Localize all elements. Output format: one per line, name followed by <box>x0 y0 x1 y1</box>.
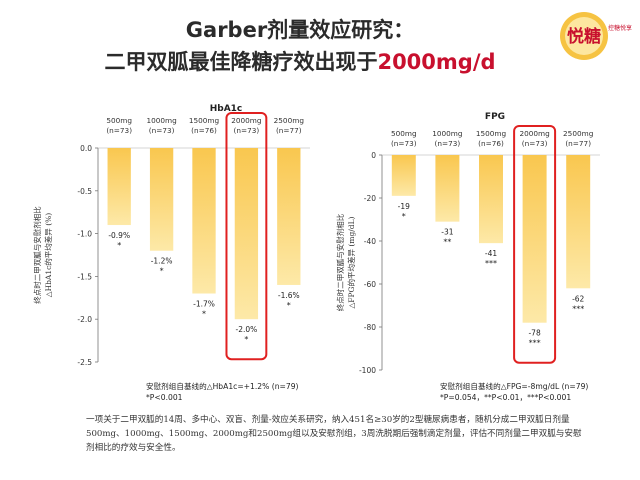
fpg-placebo-note: 安慰剂组自基线的△FPG=-8mg/dL (n=79) *P=0.054，**P… <box>440 381 588 403</box>
category-label: (n=73) <box>435 139 461 148</box>
bar <box>234 148 259 320</box>
fpg-note-line: *P=0.054，**P<0.01，***P<0.001 <box>440 393 572 402</box>
category-label: (n=73) <box>149 126 175 135</box>
significance-label: * <box>160 267 164 276</box>
significance-label: * <box>244 335 248 344</box>
y-tick-label: -1.5 <box>77 272 92 281</box>
slide-title-line2: 二甲双胍最佳降糖疗效出现于2000mg/d <box>40 46 560 76</box>
category-label: 1500mg <box>476 129 506 138</box>
study-footnote: 一项关于二甲双胍的14周、多中心、双盲、剂量-效应关系研究，纳入451名≥30岁… <box>86 415 582 453</box>
significance-label: * <box>202 310 206 319</box>
highlight-box <box>513 125 557 364</box>
category-label: 500mg <box>106 116 132 125</box>
y-tick-label: -60 <box>364 280 376 289</box>
y-tick-label: 0 <box>371 151 376 160</box>
value-label: -62 <box>572 294 584 303</box>
hba1c-note-line: 安慰剂组自基线的△HbA1c=+1.2% (n=79) <box>146 382 299 391</box>
category-label: 2000mg <box>519 129 549 138</box>
y-axis-label: △FPG的平均差异 (mg/dL) <box>346 216 356 308</box>
category-label: (n=77) <box>565 139 591 148</box>
y-tick-label: -2.0 <box>77 315 92 324</box>
value-label: -1.2% <box>151 257 173 266</box>
y-tick-label: -0.5 <box>77 187 92 196</box>
category-label: 1000mg <box>146 116 176 125</box>
bar <box>522 155 547 323</box>
category-label: 1000mg <box>432 129 462 138</box>
value-label: -41 <box>485 249 497 258</box>
significance-label: *** <box>529 339 541 348</box>
y-tick-label: -40 <box>364 237 376 246</box>
category-label: (n=73) <box>522 139 548 148</box>
y-axis-label: 终点时二甲双胍与安慰剂相比 <box>335 213 345 311</box>
value-label: -78 <box>528 329 540 338</box>
category-label: 2000mg <box>231 116 261 125</box>
category-label: 2500mg <box>563 129 593 138</box>
value-label: -1.7% <box>193 300 215 309</box>
y-tick-label: -2.5 <box>77 358 92 367</box>
y-axis-label: 终点时二甲双胍与安慰剂相比 <box>32 206 42 304</box>
category-label: 500mg <box>391 129 417 138</box>
value-label: -2.0% <box>236 325 258 334</box>
bar <box>435 155 460 222</box>
y-tick-label: 0.0 <box>80 144 92 153</box>
bar <box>107 148 131 226</box>
y-tick-label: -80 <box>364 323 376 332</box>
category-label: 2500mg <box>274 116 304 125</box>
y-tick-label: -20 <box>364 194 376 203</box>
hba1c-note-line: *P<0.001 <box>146 393 183 402</box>
category-label: 1500mg <box>189 116 219 125</box>
hba1c-bar-chart: HbA1c 0.0 -0.5 -1.0 -1.5 -2.0 -2.5 终点时二甲双胍与安慰剂相… <box>32 104 310 367</box>
significance-label: ** <box>443 238 451 247</box>
value-label: -19 <box>398 202 410 211</box>
fpg-note-line: 安慰剂组自基线的△FPG=-8mg/dL (n=79) <box>440 382 589 391</box>
logo-text: 悦糖 <box>567 26 601 47</box>
bar <box>149 148 174 251</box>
significance-label: *** <box>572 304 584 313</box>
category-label: (n=73) <box>391 139 417 148</box>
logo-side-text: 控糖悦享 <box>608 24 632 32</box>
category-label: (n=73) <box>234 126 260 135</box>
slide-title-line1: Garber剂量效应研究： <box>185 18 415 42</box>
bar <box>479 155 503 244</box>
y-tick-label: -100 <box>359 366 376 375</box>
chart-title: FPG <box>485 112 505 122</box>
bar <box>391 155 416 196</box>
bar <box>277 148 301 285</box>
title-line2-highlight: 2000mg/d <box>377 50 496 74</box>
y-tick-label: -1.0 <box>77 230 92 239</box>
y-axis-label: △HbA1c的平均差异 (%) <box>43 213 53 297</box>
brand-logo: 悦糖 控糖悦享 <box>560 12 632 60</box>
category-label: (n=77) <box>276 126 302 135</box>
value-label: -1.6% <box>278 291 300 300</box>
bar <box>566 155 591 289</box>
highlight-box <box>225 112 268 361</box>
value-label: -0.9% <box>108 231 130 240</box>
category-label: (n=76) <box>191 126 217 135</box>
hba1c-placebo-note: 安慰剂组自基线的△HbA1c=+1.2% (n=79) *P<0.001 <box>146 381 299 403</box>
bar <box>192 148 216 294</box>
value-label: -31 <box>441 228 453 237</box>
significance-label: *** <box>485 259 497 268</box>
category-label: (n=76) <box>478 139 504 148</box>
chart-title: HbA1c <box>210 104 243 114</box>
title-line2-prefix: 二甲双胍最佳降糖疗效出现于 <box>104 50 378 74</box>
significance-label: * <box>287 301 291 310</box>
category-label: (n=73) <box>106 126 132 135</box>
significance-label: * <box>402 212 406 221</box>
fpg-bar-chart: FPG 0 -20 -40 -60 -80 -100 终点时二甲双胍与安慰剂相比 △FPG的平均… <box>335 112 600 375</box>
significance-label: * <box>117 241 121 250</box>
